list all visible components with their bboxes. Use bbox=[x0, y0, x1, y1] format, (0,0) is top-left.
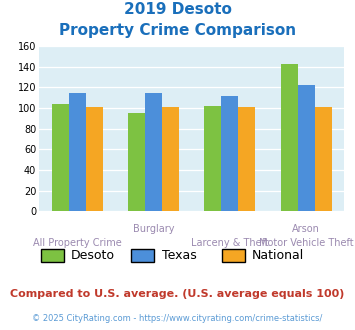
Bar bbox=[298, 85, 315, 211]
Text: © 2025 CityRating.com - https://www.cityrating.com/crime-statistics/: © 2025 CityRating.com - https://www.city… bbox=[32, 314, 323, 323]
Bar bbox=[145, 93, 162, 211]
Bar bbox=[128, 113, 145, 211]
Bar bbox=[222, 96, 238, 211]
Text: 2019 Desoto: 2019 Desoto bbox=[124, 2, 231, 16]
Text: Burglary: Burglary bbox=[133, 224, 174, 234]
Bar bbox=[162, 107, 179, 211]
Text: All Property Crime: All Property Crime bbox=[33, 238, 121, 248]
Bar bbox=[204, 106, 222, 211]
Text: National: National bbox=[252, 248, 304, 262]
Text: Compared to U.S. average. (U.S. average equals 100): Compared to U.S. average. (U.S. average … bbox=[10, 289, 345, 299]
Text: Property Crime Comparison: Property Crime Comparison bbox=[59, 23, 296, 38]
Text: Motor Vehicle Theft: Motor Vehicle Theft bbox=[259, 238, 354, 248]
Text: Larceny & Theft: Larceny & Theft bbox=[191, 238, 269, 248]
Text: Texas: Texas bbox=[162, 248, 196, 262]
Bar bbox=[52, 104, 69, 211]
Text: Desoto: Desoto bbox=[71, 248, 115, 262]
Bar bbox=[315, 107, 332, 211]
Bar bbox=[238, 107, 255, 211]
Bar bbox=[69, 93, 86, 211]
Bar bbox=[281, 64, 298, 211]
Bar bbox=[86, 107, 103, 211]
Text: Arson: Arson bbox=[292, 224, 320, 234]
